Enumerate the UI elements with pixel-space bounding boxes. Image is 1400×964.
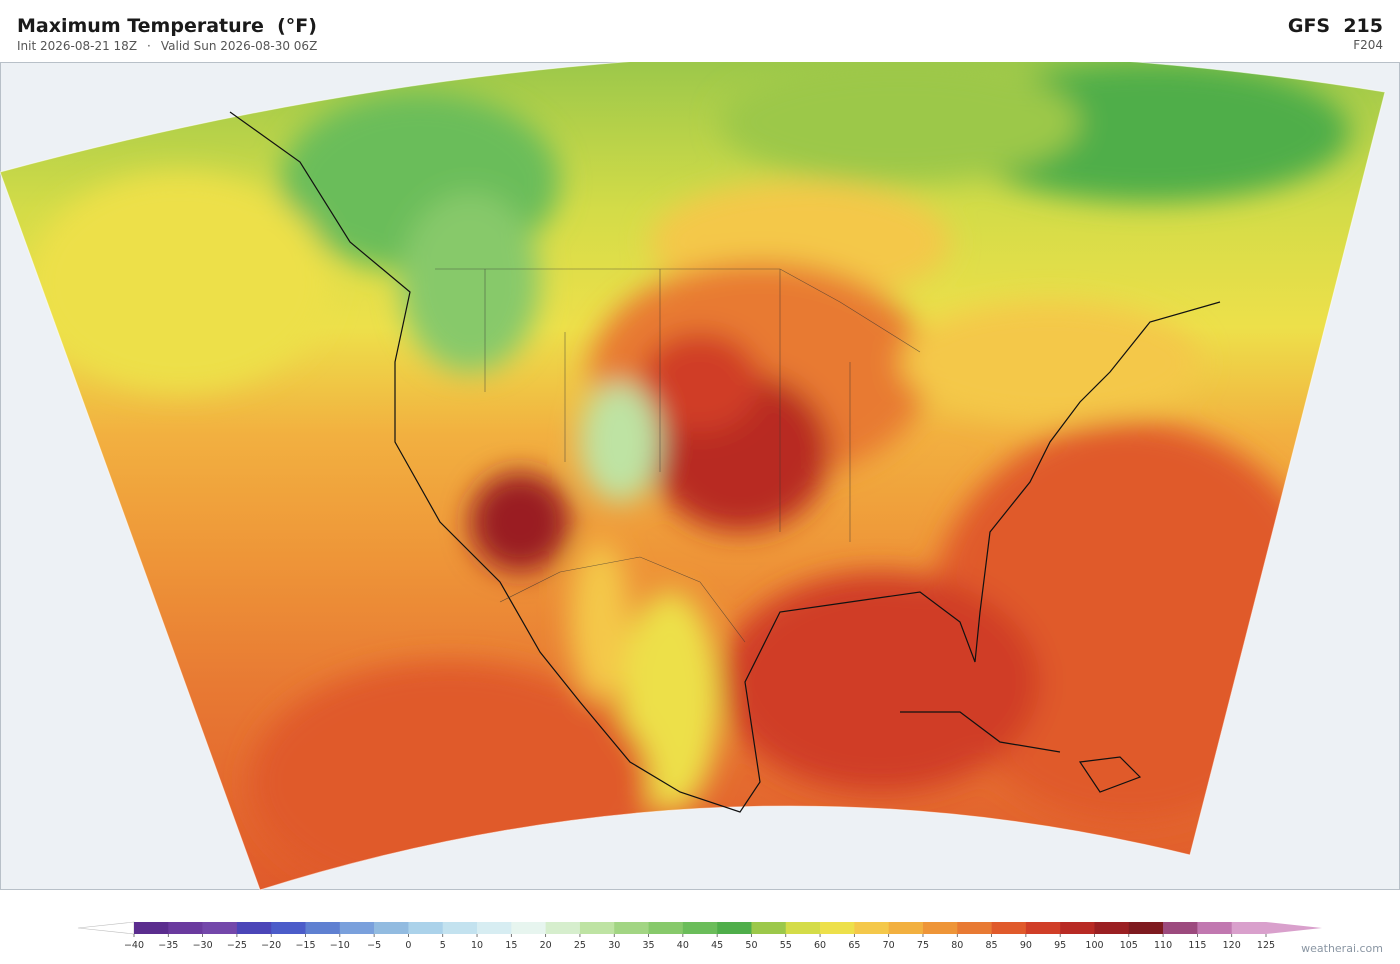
colorbar-under xyxy=(77,921,135,935)
colorbar-cell xyxy=(1025,922,1061,934)
colorbar-tick-label: 30 xyxy=(608,940,620,951)
colorbar-tick-label: 120 xyxy=(1223,940,1241,951)
colorbar-tick-label: 100 xyxy=(1085,940,1103,951)
subtitle: Init 2026-08-21 18Z · Valid Sun 2026-08-30… xyxy=(17,39,327,53)
separator: · xyxy=(147,39,151,53)
colorbar-tick-label: −35 xyxy=(158,940,178,951)
colorbar-tick-label: 125 xyxy=(1257,940,1275,951)
colorbar-cell xyxy=(545,922,581,934)
colorbar-tick-label: 0 xyxy=(405,940,411,951)
colorbar-tick-label: 60 xyxy=(814,940,826,951)
forecast-hour: F204 xyxy=(1353,38,1383,52)
colorbar-cell xyxy=(648,922,684,934)
colorbar-cell xyxy=(614,922,649,934)
init-time: Init 2026-08-21 18Z xyxy=(17,39,138,53)
colorbar-cell xyxy=(785,922,821,934)
colorbar-cell xyxy=(477,922,512,934)
colorbar-tick-label: 85 xyxy=(986,940,998,951)
colorbar-cell xyxy=(820,922,855,934)
valid-time: Valid Sun 2026-08-30 06Z xyxy=(160,39,318,53)
colorbar-cell xyxy=(134,922,169,934)
colorbar-cell xyxy=(922,922,958,934)
colorbar-cell xyxy=(1231,922,1267,934)
colorbar-cell xyxy=(991,922,1027,934)
colorbar-tick-label: −5 xyxy=(367,940,381,951)
colorbar-tick-label: 80 xyxy=(951,940,963,951)
colorbar: −40 −35 −30 −25 −20 −15 −10 −5 0 5 10 15 20 25 30 35 40 4… xyxy=(77,921,1322,951)
title: Maximum Temperature (°F) xyxy=(17,15,317,37)
colorbar-tick-label: 55 xyxy=(780,940,792,951)
colorbar-cell xyxy=(1128,922,1164,934)
colorbar-cell xyxy=(271,922,306,934)
colorbar-cell xyxy=(854,922,889,934)
colorbar-tick-label: 15 xyxy=(505,940,517,951)
colorbar-cell xyxy=(579,922,615,934)
colorbar-tick-label: −10 xyxy=(330,940,350,951)
coastlines xyxy=(229,111,1221,813)
credit: weatherai.com xyxy=(1301,942,1383,955)
colorbar-cell xyxy=(202,922,238,934)
colorbar-tick-label: −15 xyxy=(295,940,315,951)
colorbar-cell xyxy=(1094,922,1130,934)
colorbar-cell xyxy=(511,922,546,934)
colorbar-cell xyxy=(442,922,478,934)
colorbar-tick-label: −25 xyxy=(227,940,247,951)
colorbar-tick-label: 115 xyxy=(1188,940,1206,951)
colorbar-tick-label: 105 xyxy=(1120,940,1138,951)
colorbar-cell xyxy=(682,922,718,934)
colorbar-tick-label: −20 xyxy=(261,940,281,951)
map xyxy=(0,62,1400,891)
colorbar-cell xyxy=(168,922,203,934)
colorbar-tick-label: 70 xyxy=(883,940,895,951)
colorbar-tick-label: 10 xyxy=(471,940,483,951)
borders xyxy=(435,268,921,643)
colorbar-tick-label: −40 xyxy=(124,940,144,951)
colorbar-cell xyxy=(374,922,409,934)
colorbar-cell xyxy=(957,922,992,934)
colorbar-cell xyxy=(751,922,787,934)
colorbar-tick-label: 65 xyxy=(848,940,860,951)
model-name: GFS 215 xyxy=(1287,15,1383,37)
colorbar-tick-label: 20 xyxy=(540,940,552,951)
colorbar-tick-label: 90 xyxy=(1020,940,1032,951)
colorbar-cell xyxy=(1197,922,1232,934)
colorbar-tick-label: 40 xyxy=(677,940,689,951)
colorbar-cell xyxy=(717,922,752,934)
colorbar-tick-label: 35 xyxy=(642,940,654,951)
colorbar-cell xyxy=(408,922,444,934)
colorbar-tick-label: 95 xyxy=(1054,940,1066,951)
colorbar-cell xyxy=(1163,922,1198,934)
colorbar-tick-label: 110 xyxy=(1154,940,1172,951)
colorbar-cell xyxy=(305,922,341,934)
colorbar-cell xyxy=(1060,922,1095,934)
colorbar-tick-label: 45 xyxy=(711,940,723,951)
colorbar-tick-label: 75 xyxy=(917,940,929,951)
colorbar-cell xyxy=(236,922,272,934)
colorbar-tick-label: 50 xyxy=(745,940,757,951)
colorbar-tick-label: 25 xyxy=(574,940,586,951)
colorbar-over xyxy=(1266,922,1322,934)
colorbar-tick-label: −30 xyxy=(193,940,213,951)
colorbar-cell xyxy=(339,922,375,934)
colorbar-tick-label: 5 xyxy=(440,940,446,951)
colorbar-cell xyxy=(888,922,924,934)
